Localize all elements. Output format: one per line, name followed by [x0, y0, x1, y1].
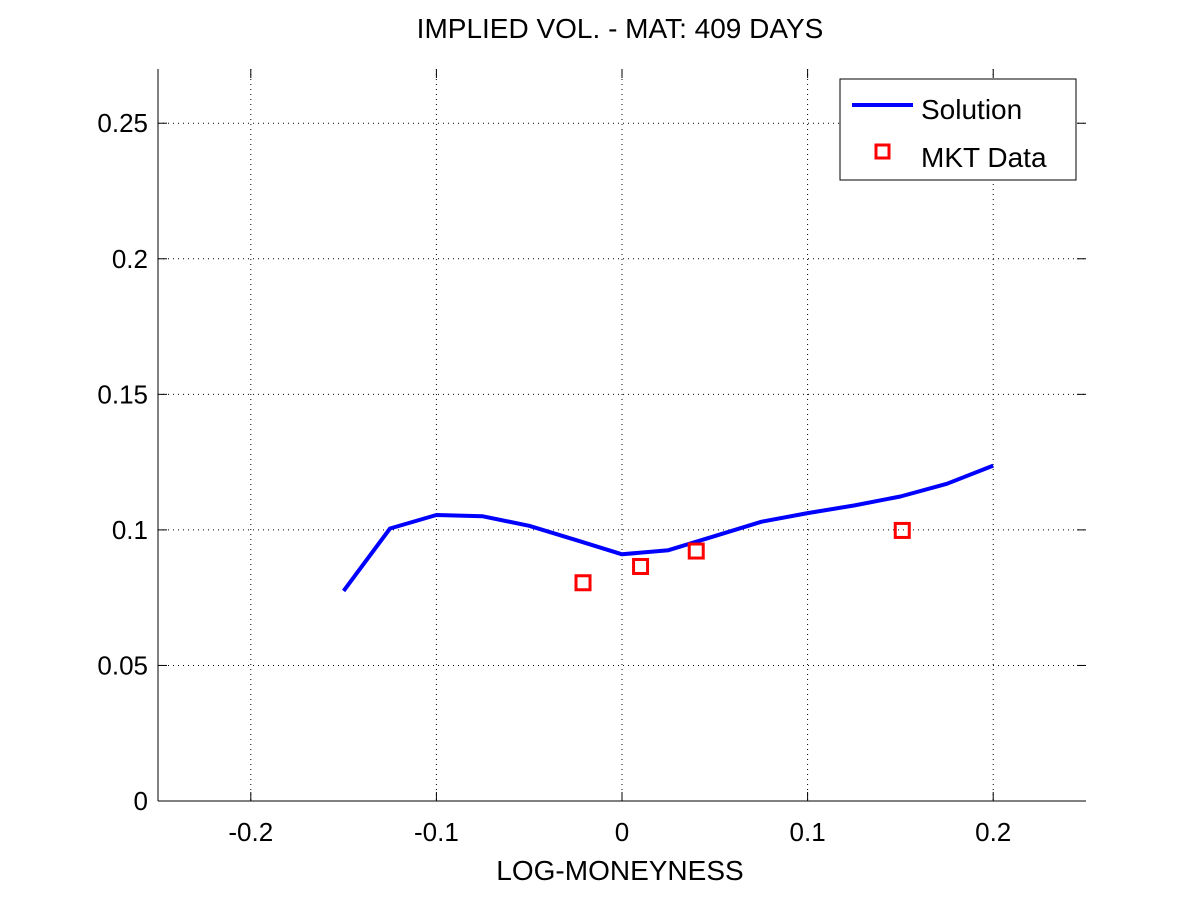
- chart-title: IMPLIED VOL. - MAT: 409 DAYS: [417, 13, 824, 44]
- legend-box: [839, 78, 1077, 181]
- y-tick-label: 0: [134, 786, 148, 816]
- y-tick-label: 0.25: [97, 108, 148, 138]
- mkt-data-point: [687, 542, 705, 560]
- y-tick-label: 0.15: [97, 379, 148, 409]
- mkt-data-point: [632, 557, 650, 575]
- mkt-data-point: [574, 574, 592, 592]
- y-tick-label: 0.1: [112, 515, 148, 545]
- legend-mkt-data-swatch: [874, 143, 891, 160]
- x-tick-label: -0.2: [228, 817, 273, 847]
- series-layer: [341, 463, 994, 593]
- x-tick-label: 0: [615, 817, 629, 847]
- solution-line: [341, 463, 994, 593]
- x-tick-label: 0.2: [975, 817, 1011, 847]
- grid-layer: [158, 69, 1086, 802]
- x-axis-label: LOG-MONEYNESS: [496, 855, 743, 886]
- ticks-layer: -0.2 -0.1 0 0.1 0.2 0 0.05 0.1 0.15 0.2 0.25: [97, 69, 1086, 847]
- x-tick-label: 0.1: [790, 817, 826, 847]
- legend-solution-label: Solution: [921, 94, 1022, 125]
- y-tick-label: 0.05: [97, 650, 148, 680]
- y-tick-label: 0.2: [112, 244, 148, 274]
- legend: Solution MKT Data: [839, 78, 1077, 181]
- legend-mkt-data-label: MKT Data: [921, 142, 1047, 173]
- mkt-data-point: [893, 521, 911, 539]
- x-tick-label: -0.1: [414, 817, 459, 847]
